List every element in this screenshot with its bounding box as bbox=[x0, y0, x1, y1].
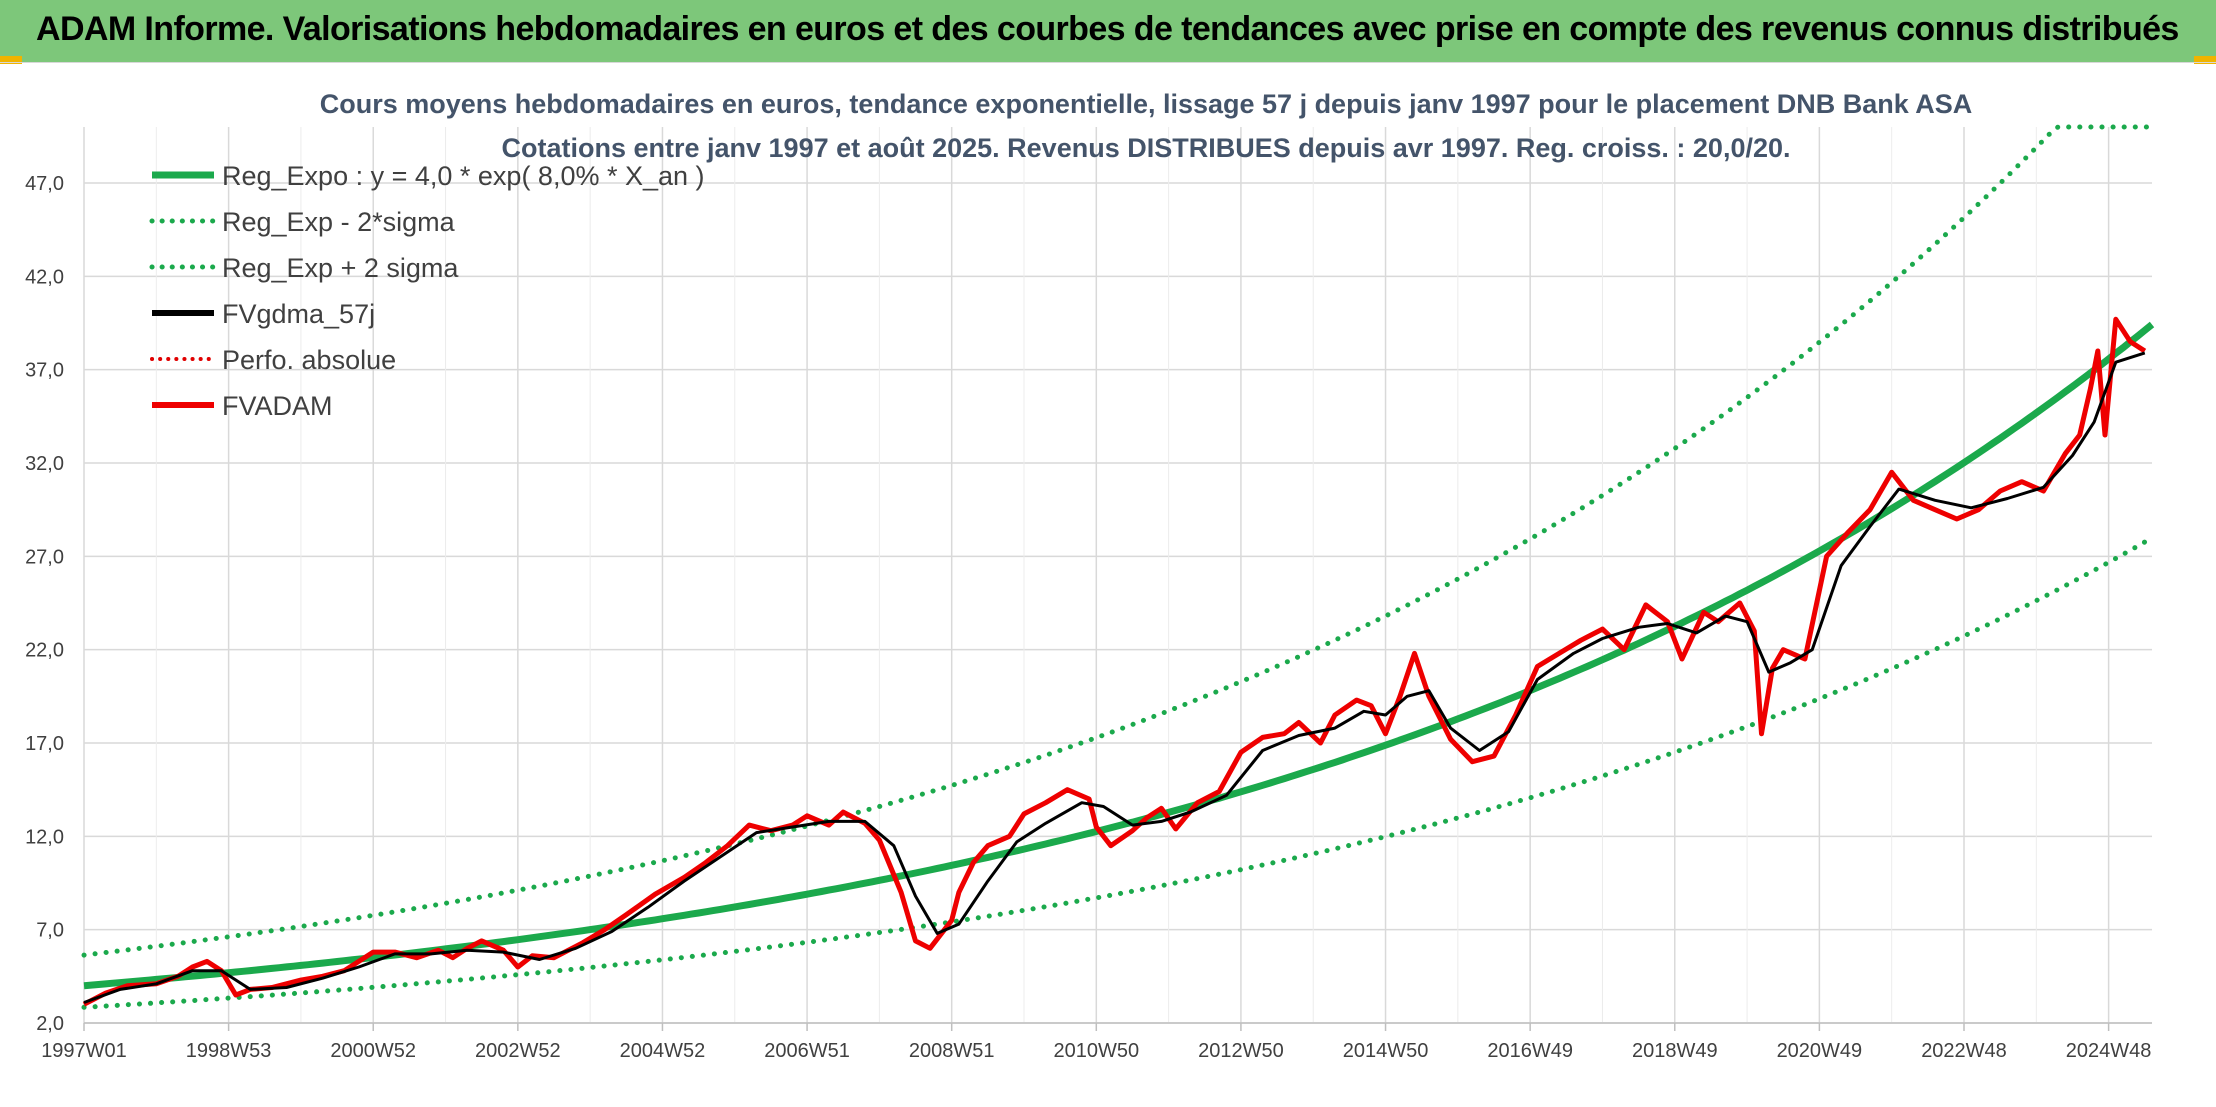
grid-layer bbox=[83, 127, 2152, 1031]
y-tick-label: 2,0 bbox=[36, 1013, 64, 1035]
chart-title-line-2: Cotations entre janv 1997 et août 2025. … bbox=[501, 133, 1790, 163]
y-tick-label: 37,0 bbox=[25, 360, 64, 382]
reg-exp-minus-2sigma-line bbox=[81, 535, 2155, 1010]
legend-label: FVgdma_57j bbox=[222, 299, 375, 329]
x-tick-label: 2002W52 bbox=[475, 1040, 561, 1062]
chart-title-line-1: Cours moyens hebdomadaires en euros, ten… bbox=[320, 89, 1973, 119]
chart-area: Cours moyens hebdomadaires en euros, ten… bbox=[0, 62, 2216, 1107]
x-tick-label: 2008W51 bbox=[909, 1040, 995, 1062]
chart-svg: Cours moyens hebdomadaires en euros, ten… bbox=[25, 89, 2155, 1062]
x-tick-label: 2004W52 bbox=[620, 1040, 706, 1062]
x-tick-label: 1997W01 bbox=[41, 1040, 127, 1062]
y-tick-label: 12,0 bbox=[25, 826, 64, 848]
x-tick-label: 2014W50 bbox=[1343, 1040, 1429, 1062]
series-layer bbox=[81, 124, 2155, 1010]
y-tick-label: 7,0 bbox=[36, 920, 64, 942]
tick-layer: 2,0 7,0 12,0 17,0 22,0 27,0 32,0 37,0 42,0 47,0 19… bbox=[25, 173, 2151, 1062]
y-tick-label: 17,0 bbox=[25, 733, 64, 755]
legend-label: Reg_Exp + 2 sigma bbox=[222, 253, 459, 283]
x-tick-label: 2022W48 bbox=[1921, 1040, 2007, 1062]
x-tick-label: 2006W51 bbox=[764, 1040, 850, 1062]
x-tick-label: 1998W53 bbox=[186, 1040, 272, 1062]
x-tick-label: 2020W49 bbox=[1777, 1040, 1863, 1062]
legend: Reg_Expo : y = 4,0 * exp( 8,0% * X_an ) R… bbox=[149, 161, 705, 421]
y-tick-label: 47,0 bbox=[25, 173, 64, 195]
reg-expo-line bbox=[83, 321, 2155, 990]
legend-label: Reg_Expo : y = 4,0 * exp( 8,0% * X_an ) bbox=[222, 161, 705, 191]
x-tick-label: 2016W49 bbox=[1487, 1040, 1573, 1062]
x-tick-label: 2012W50 bbox=[1198, 1040, 1284, 1062]
y-tick-label: 32,0 bbox=[25, 453, 64, 475]
x-tick-label: 2000W52 bbox=[330, 1040, 416, 1062]
banner-title: ADAM Informe. Valorisations hebdomadaire… bbox=[36, 10, 2179, 48]
x-tick-label: 2018W49 bbox=[1632, 1040, 1718, 1062]
corner-marker-right bbox=[2194, 56, 2216, 64]
y-tick-label: 22,0 bbox=[25, 640, 64, 662]
legend-label: Perfo. absolue bbox=[222, 345, 396, 375]
chart-title: Cours moyens hebdomadaires en euros, ten… bbox=[320, 89, 1973, 163]
y-tick-label: 27,0 bbox=[25, 546, 64, 568]
fvgdma-57j-line bbox=[83, 351, 2146, 1004]
x-tick-label: 2024W48 bbox=[2066, 1040, 2152, 1062]
legend-label: FVADAM bbox=[222, 391, 333, 421]
legend-label: Reg_Exp - 2*sigma bbox=[222, 207, 456, 237]
y-tick-label: 42,0 bbox=[25, 266, 64, 288]
fvadam-line bbox=[82, 316, 2147, 1007]
header-banner: ADAM Informe. Valorisations hebdomadaire… bbox=[0, 0, 2216, 62]
corner-marker-left bbox=[0, 56, 22, 64]
x-tick-label: 2010W50 bbox=[1053, 1040, 1139, 1062]
